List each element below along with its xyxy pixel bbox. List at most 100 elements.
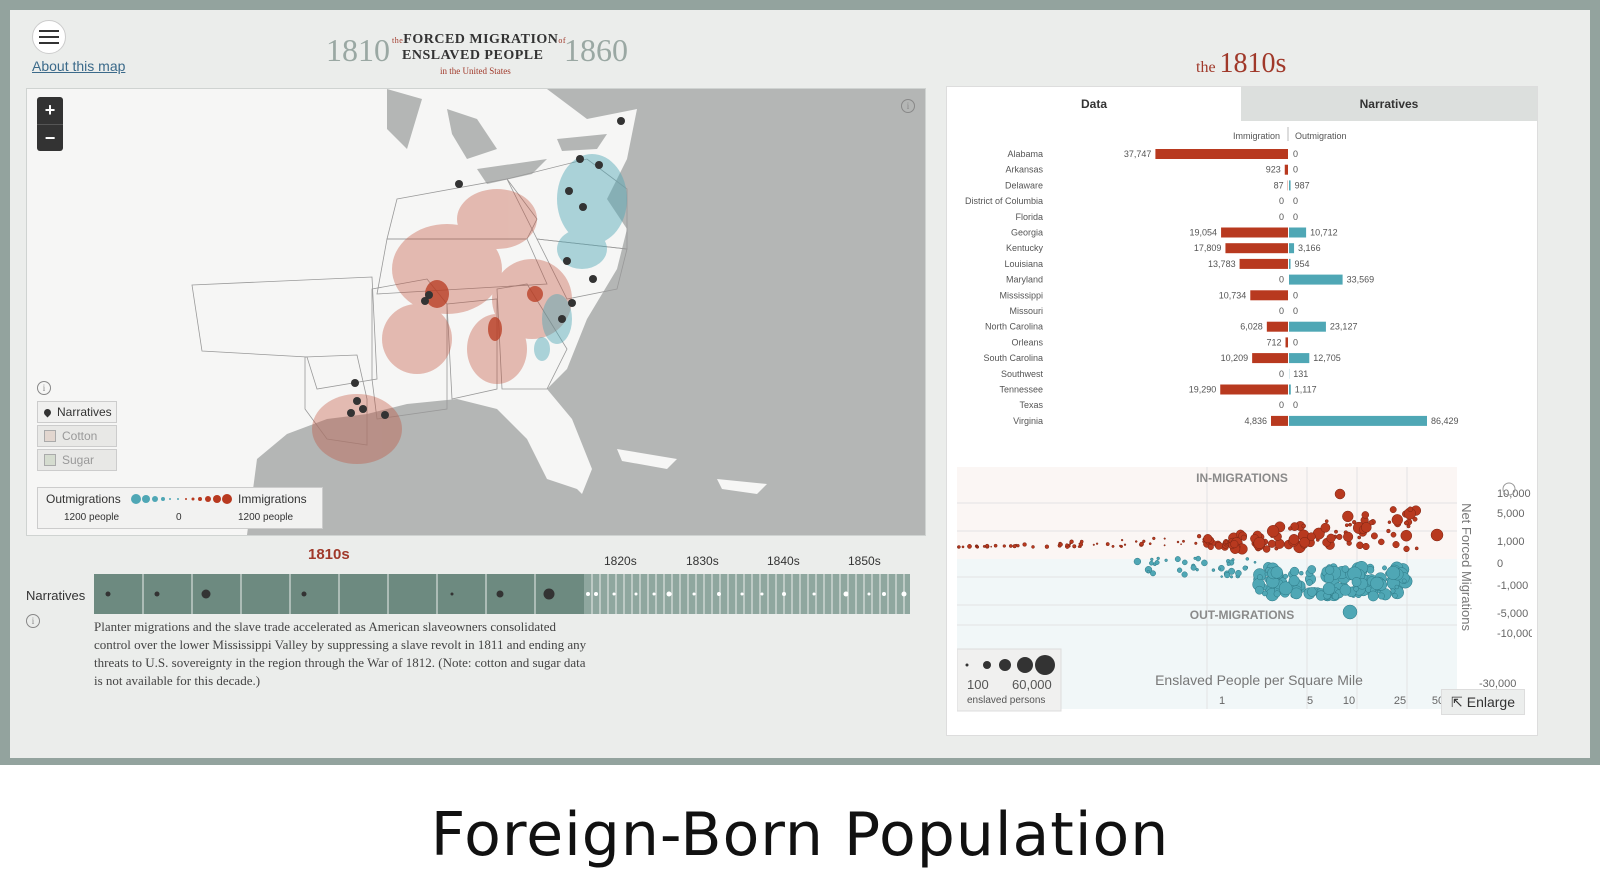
- scatter-point[interactable]: [1146, 570, 1151, 574]
- scatter-point[interactable]: [1255, 585, 1264, 595]
- immigration-bar[interactable]: [1220, 384, 1288, 395]
- scatter-point[interactable]: [1176, 567, 1183, 573]
- scatter-point[interactable]: [1245, 557, 1250, 561]
- outmigration-bar[interactable]: [1289, 243, 1295, 254]
- immigration-bar[interactable]: [1225, 243, 1288, 254]
- timeline-info-icon[interactable]: i: [26, 614, 40, 628]
- scatter-point[interactable]: [1156, 556, 1160, 561]
- scatter-point[interactable]: [1290, 587, 1303, 600]
- narrative-pin[interactable]: [568, 299, 576, 307]
- outmigration-bar[interactable]: [1289, 384, 1291, 395]
- scatter-point[interactable]: [1195, 568, 1199, 572]
- layer-narratives-button[interactable]: Narratives: [37, 401, 117, 423]
- scatter-point[interactable]: [1224, 572, 1231, 579]
- scatter-point[interactable]: [1133, 557, 1142, 566]
- narrative-pin[interactable]: [617, 117, 625, 125]
- scatter-point[interactable]: [957, 545, 961, 549]
- scatter-point[interactable]: [1235, 569, 1242, 577]
- scatter-point[interactable]: [1278, 581, 1293, 596]
- scatter-point[interactable]: [1163, 537, 1166, 540]
- narrative-pin[interactable]: [579, 203, 587, 211]
- scatter-point[interactable]: [982, 544, 986, 548]
- scatter-point[interactable]: [1390, 588, 1396, 594]
- outmigration-bar[interactable]: [1289, 180, 1291, 191]
- scatter-point[interactable]: [961, 545, 965, 549]
- scatter-point[interactable]: [1325, 565, 1335, 575]
- scatter-point[interactable]: [1181, 571, 1188, 578]
- scatter-point[interactable]: [1193, 556, 1197, 560]
- narrative-pin[interactable]: [565, 187, 573, 195]
- layer-sugar-button[interactable]: Sugar: [37, 449, 117, 471]
- scatter-point[interactable]: [1341, 565, 1349, 573]
- scatter-point[interactable]: [1387, 520, 1392, 524]
- outmigration-bar[interactable]: [1289, 258, 1291, 269]
- scatter-point[interactable]: [976, 545, 979, 549]
- scatter-point[interactable]: [1282, 573, 1289, 579]
- scatter-point[interactable]: [1352, 520, 1357, 525]
- scatter-point[interactable]: [1077, 545, 1081, 548]
- immigration-bar[interactable]: [1266, 321, 1288, 332]
- narrative-pin[interactable]: [589, 275, 597, 283]
- scatter-point[interactable]: [1120, 538, 1124, 542]
- scatter-point[interactable]: [1361, 511, 1370, 519]
- scatter-point[interactable]: [1139, 541, 1144, 547]
- scatter-point[interactable]: [1069, 539, 1074, 544]
- scatter-point[interactable]: [1174, 556, 1181, 563]
- outmigration-bar[interactable]: [1289, 321, 1326, 332]
- scatter-point[interactable]: [1150, 570, 1156, 577]
- zoom-out-button[interactable]: −: [44, 128, 56, 148]
- scatter-point[interactable]: [1111, 544, 1115, 548]
- migration-map[interactable]: + − i i Narratives Cotton Sugar Outmigra…: [26, 88, 926, 536]
- scatter-point[interactable]: [1299, 537, 1310, 548]
- scatter-point[interactable]: [1400, 529, 1413, 542]
- scatter-point[interactable]: [1240, 534, 1247, 541]
- scatter-point[interactable]: [1154, 560, 1160, 565]
- scatter-point[interactable]: [1378, 538, 1385, 546]
- scatter-point[interactable]: [1231, 558, 1235, 562]
- scatter-point[interactable]: [1044, 544, 1050, 549]
- scatter-point[interactable]: [990, 545, 993, 548]
- scatter-point[interactable]: [1306, 579, 1313, 586]
- scatter-point[interactable]: [1180, 543, 1182, 546]
- scatter-point[interactable]: [1256, 574, 1263, 581]
- scatter-point[interactable]: [1386, 565, 1401, 580]
- scatter-point[interactable]: [967, 544, 972, 549]
- scatter-point[interactable]: [1266, 525, 1280, 538]
- scatter-point[interactable]: [1148, 542, 1152, 546]
- scatter-point[interactable]: [1339, 584, 1352, 596]
- scatter-point[interactable]: [1288, 526, 1293, 531]
- scatter-point[interactable]: [1182, 539, 1185, 543]
- narrative-pin[interactable]: [425, 291, 433, 299]
- scatter-point[interactable]: [1361, 522, 1372, 533]
- scatter-point[interactable]: [1307, 587, 1317, 597]
- scatter-point[interactable]: [1382, 565, 1387, 571]
- scatter-point[interactable]: [1230, 540, 1239, 549]
- scatter-point[interactable]: [1211, 568, 1216, 572]
- scatter-point[interactable]: [1229, 575, 1234, 579]
- scatter-point[interactable]: [1134, 540, 1138, 543]
- scatter-point[interactable]: [1412, 516, 1418, 522]
- scatter-point[interactable]: [1031, 545, 1035, 549]
- scatter-point[interactable]: [1214, 541, 1223, 550]
- scatter-point[interactable]: [1356, 541, 1364, 550]
- immigration-bar[interactable]: [1155, 149, 1288, 159]
- narrative-pin[interactable]: [563, 257, 571, 265]
- scatter-point[interactable]: [1367, 590, 1379, 602]
- scatter-point[interactable]: [1389, 506, 1397, 514]
- narrative-pins[interactable]: [347, 117, 625, 419]
- outmigration-bar[interactable]: [1289, 227, 1307, 238]
- scatter-point[interactable]: [1176, 540, 1180, 544]
- scatter-point[interactable]: [1008, 544, 1013, 548]
- immigration-bar[interactable]: [1250, 290, 1288, 301]
- decade-1830s[interactable]: 1830s: [686, 554, 719, 568]
- scatter-point[interactable]: [1105, 542, 1110, 547]
- scatter-point[interactable]: [1164, 558, 1168, 562]
- timeline-narrative-dots[interactable]: [105, 588, 555, 600]
- scatter-point[interactable]: [1058, 542, 1063, 547]
- scatter-point[interactable]: [1343, 531, 1354, 542]
- scatter-point[interactable]: [1301, 523, 1306, 529]
- scatter-point[interactable]: [1348, 522, 1352, 527]
- scatter-point[interactable]: [1149, 560, 1154, 566]
- scatter-point[interactable]: [1322, 582, 1336, 595]
- scatter-point[interactable]: [1342, 510, 1354, 523]
